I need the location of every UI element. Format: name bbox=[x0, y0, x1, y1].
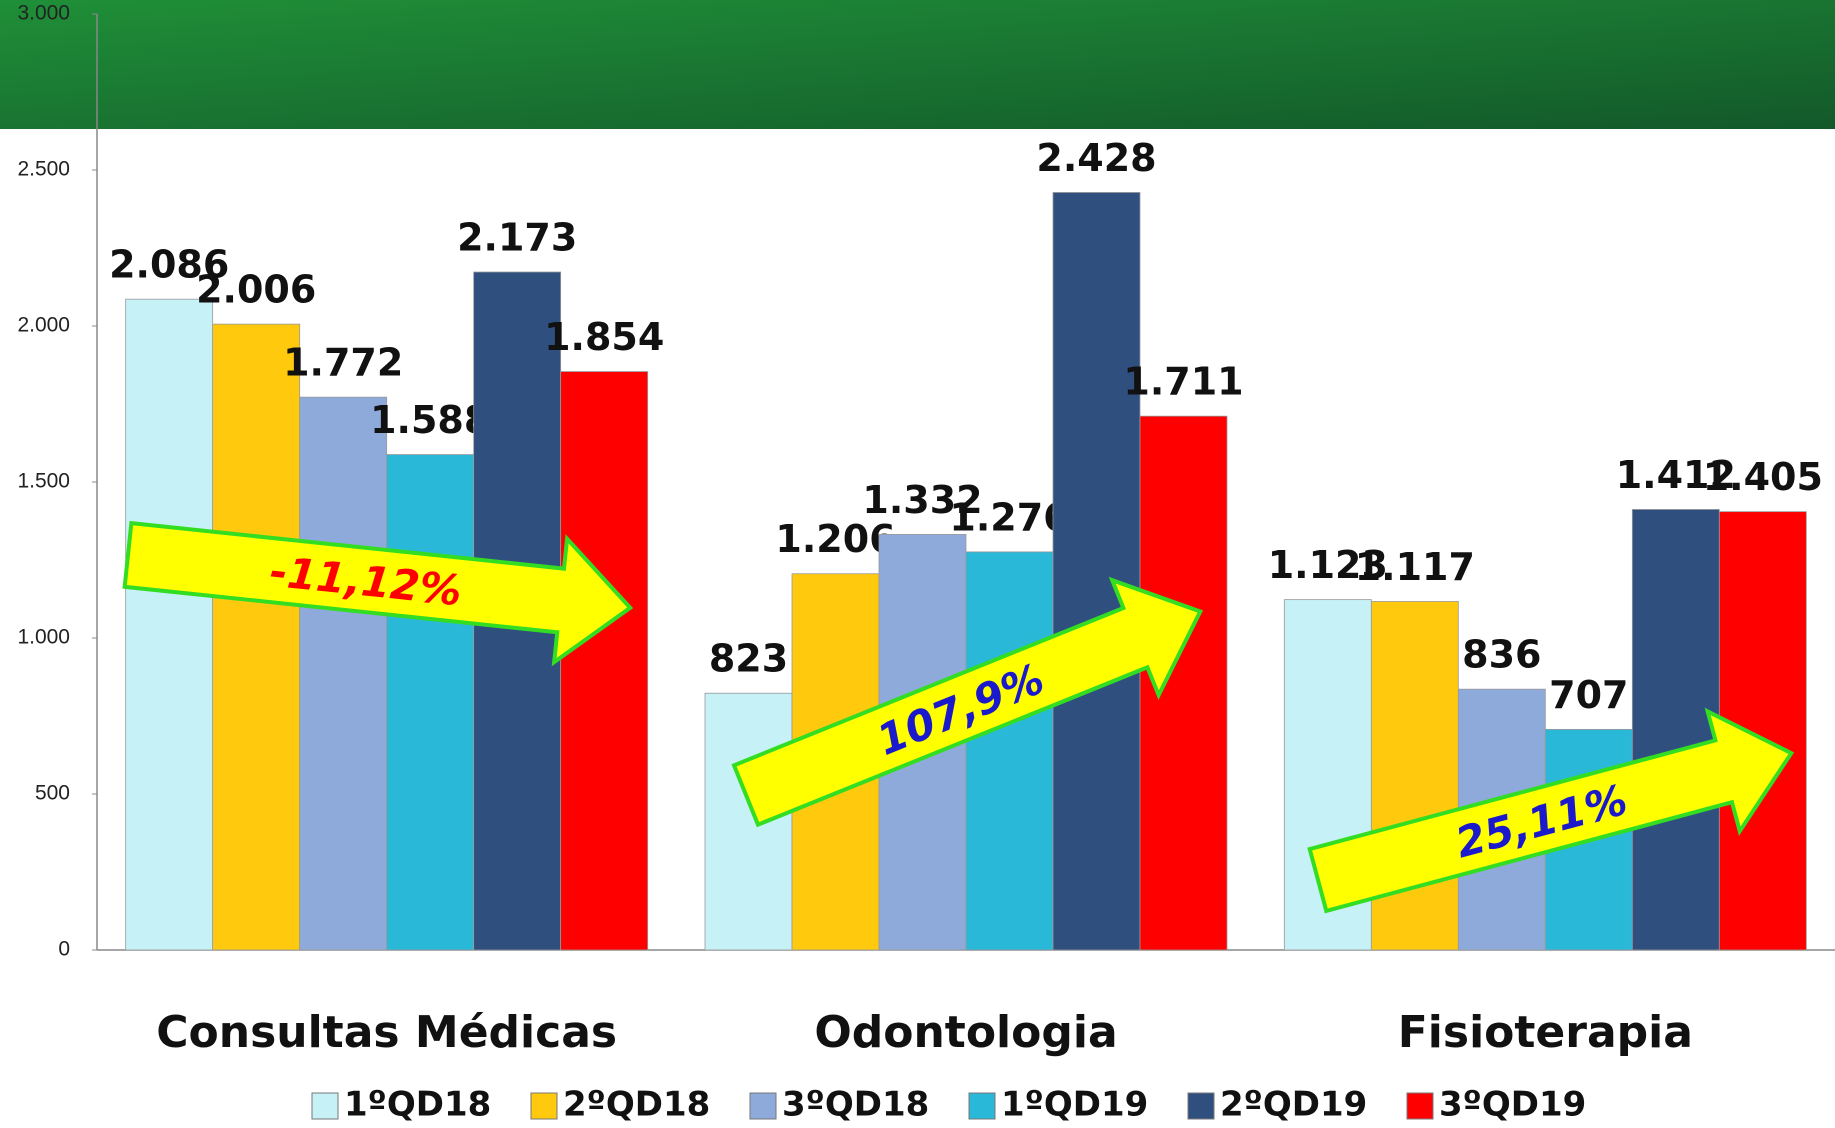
x-tick-label: Consultas Médicas bbox=[156, 1007, 617, 1058]
bar bbox=[560, 371, 649, 951]
bar bbox=[704, 692, 793, 951]
data-label: 1.276 bbox=[949, 495, 1069, 539]
arrow-shape bbox=[1307, 707, 1795, 914]
y-tick-label: 3.000 bbox=[17, 2, 70, 25]
data-label: 1.588 bbox=[370, 398, 490, 442]
x-tick-label: Odontologia bbox=[814, 1007, 1117, 1058]
arrow-shape bbox=[731, 576, 1204, 828]
data-label: 2.086 bbox=[109, 243, 229, 287]
arrow-shape bbox=[122, 520, 634, 667]
data-label: 823 bbox=[709, 637, 788, 681]
header-band bbox=[0, 0, 1835, 129]
data-label: 1.772 bbox=[283, 341, 403, 385]
legend-label: 1ºQD18 bbox=[344, 1085, 491, 1125]
bar bbox=[965, 551, 1054, 951]
y-tick-label: 500 bbox=[35, 782, 70, 805]
data-label: 836 bbox=[1462, 633, 1541, 677]
bar bbox=[1052, 192, 1141, 951]
data-label: 1.332 bbox=[862, 478, 982, 522]
y-tick-label: 1.500 bbox=[17, 470, 70, 493]
legend-label: 2ºQD19 bbox=[1220, 1085, 1367, 1125]
legend-swatch bbox=[530, 1092, 558, 1120]
legend-label: 1ºQD19 bbox=[1001, 1085, 1148, 1125]
y-tick-label: 2.000 bbox=[17, 314, 70, 337]
bar bbox=[299, 396, 388, 951]
data-label: 2.006 bbox=[196, 268, 316, 312]
bar bbox=[212, 323, 301, 951]
data-label: 1.123 bbox=[1268, 543, 1388, 587]
legend-label: 3ºQD18 bbox=[782, 1085, 929, 1125]
bar bbox=[1370, 601, 1459, 951]
data-label: 1.711 bbox=[1123, 360, 1243, 404]
legend-swatch bbox=[1406, 1092, 1434, 1120]
data-label: 1.412 bbox=[1616, 453, 1736, 497]
legend-swatch bbox=[968, 1092, 996, 1120]
bar bbox=[386, 454, 475, 951]
legend-swatch bbox=[1187, 1092, 1215, 1120]
data-label: 2.173 bbox=[457, 216, 577, 260]
data-label: 707 bbox=[1549, 673, 1628, 717]
y-tick-label: 2.500 bbox=[17, 158, 70, 181]
data-label: 1.206 bbox=[775, 517, 895, 561]
legend-swatch bbox=[311, 1092, 339, 1120]
data-label: 1.117 bbox=[1355, 545, 1475, 589]
x-tick-label: Fisioterapia bbox=[1398, 1007, 1693, 1058]
data-label: 2.428 bbox=[1036, 136, 1156, 180]
data-label: 1.405 bbox=[1703, 455, 1823, 499]
y-tick-label: 1.000 bbox=[17, 626, 70, 649]
legend-label: 3ºQD19 bbox=[1439, 1085, 1586, 1125]
bar bbox=[125, 298, 214, 951]
arrow: -11,12% bbox=[122, 520, 634, 667]
legend-swatch bbox=[749, 1092, 777, 1120]
legend-label: 2ºQD18 bbox=[563, 1085, 710, 1125]
y-tick-label: 0 bbox=[58, 938, 70, 961]
bar bbox=[1631, 509, 1720, 951]
data-label: 1.854 bbox=[544, 315, 664, 359]
